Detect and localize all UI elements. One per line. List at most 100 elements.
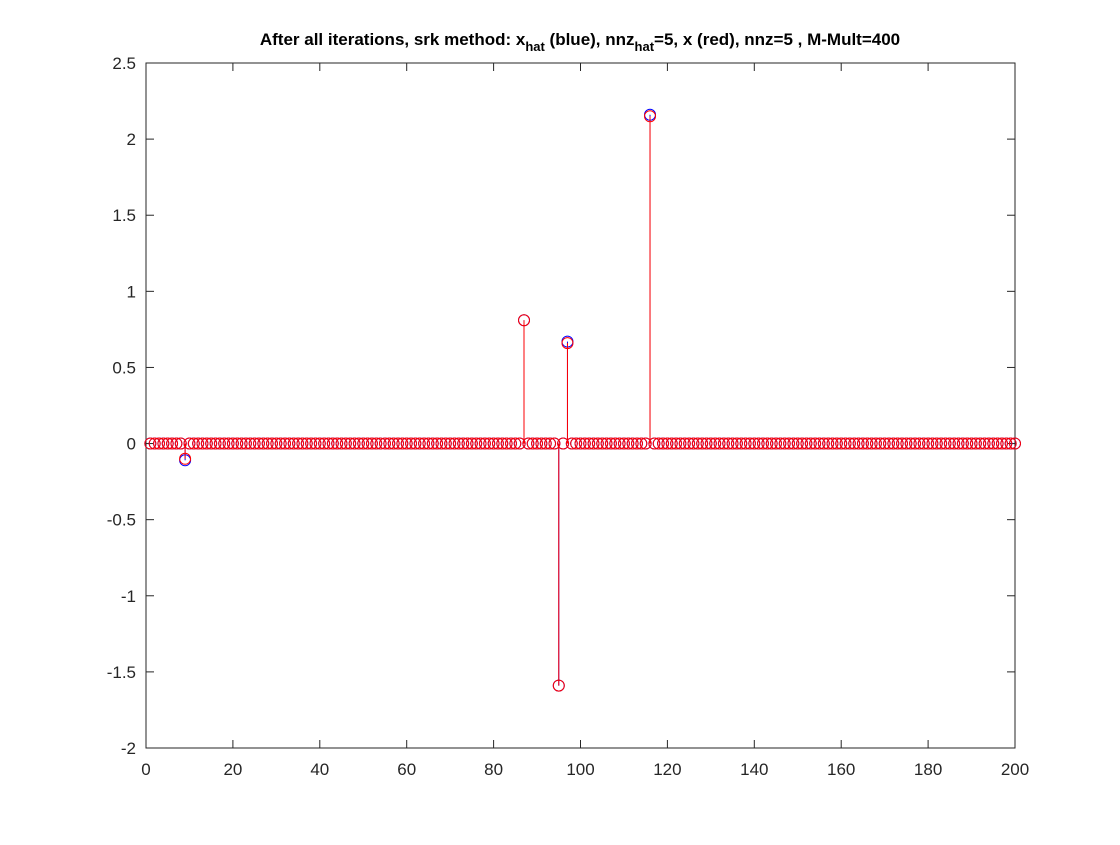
stem-marker-x xyxy=(978,437,991,450)
stem-marker-x xyxy=(266,437,279,450)
stem-marker-x xyxy=(352,437,365,450)
stem-marker-x xyxy=(383,437,396,450)
stem-marker-x xyxy=(235,437,248,450)
stem-marker-x xyxy=(696,437,709,450)
stem-marker-x xyxy=(774,437,787,450)
stem-marker-x xyxy=(861,437,874,450)
stem-marker-x xyxy=(600,437,613,450)
stem-marker-x xyxy=(952,437,965,450)
stem-marker-x xyxy=(287,437,300,450)
stem-marker-x xyxy=(518,314,531,327)
stem-marker-x xyxy=(574,437,587,450)
stem-marker-x xyxy=(687,437,700,450)
stem-marker-x xyxy=(943,437,956,450)
stem-marker-x xyxy=(422,437,435,450)
stem-marker-x xyxy=(339,437,352,450)
stem-marker-x xyxy=(170,437,183,450)
stem-marker-x xyxy=(157,437,170,450)
stem-marker-x xyxy=(205,437,218,450)
stem-marker-x xyxy=(470,437,483,450)
x-tick-label: 0 xyxy=(141,760,150,779)
stem-marker-x xyxy=(856,437,869,450)
stem-marker-x xyxy=(513,437,526,450)
stem-marker-x xyxy=(691,437,704,450)
stem-marker-x xyxy=(852,437,865,450)
stem-marker-x xyxy=(900,437,913,450)
stem-marker-x xyxy=(357,437,370,450)
stem-marker-x xyxy=(522,437,535,450)
chart-title: After all iterations, srk method: xhat (… xyxy=(260,30,900,54)
stem-marker-x xyxy=(192,437,205,450)
stem-marker-x xyxy=(409,437,422,450)
stem-marker-x xyxy=(935,437,948,450)
stem-marker-x xyxy=(500,437,513,450)
stem-marker-x xyxy=(843,437,856,450)
stem-marker-x xyxy=(300,437,313,450)
stem-marker-x xyxy=(348,437,361,450)
stem-marker-x xyxy=(222,437,235,450)
stem-marker-x xyxy=(748,437,761,450)
stem-marker-x xyxy=(865,437,878,450)
stem-marker-x xyxy=(578,437,591,450)
stem-marker-x xyxy=(630,437,643,450)
stem-marker-x xyxy=(613,437,626,450)
stem-marker-x xyxy=(739,437,752,450)
stem-marker-x xyxy=(743,437,756,450)
stem-marker-x xyxy=(813,437,826,450)
stem-marker-x xyxy=(313,437,326,450)
stem-marker-x xyxy=(535,437,548,450)
stem-marker-x xyxy=(1000,437,1013,450)
stem-marker-x xyxy=(274,437,287,450)
stem-marker-x xyxy=(713,437,726,450)
plot-area: 0 20 40 60 80 100 120 140 160 180 200-2-1.5-1-0.50… xyxy=(107,54,1029,779)
y-tick-label: 1.5 xyxy=(112,206,136,225)
stem-marker-x xyxy=(166,437,179,450)
stem-marker-x xyxy=(987,437,1000,450)
stem-marker-x xyxy=(326,437,339,450)
stem-marker-x xyxy=(709,437,722,450)
stem-marker-x xyxy=(161,437,174,450)
stem-marker-x xyxy=(296,437,309,450)
stem-marker-x xyxy=(196,437,209,450)
stem-marker-x xyxy=(848,437,861,450)
stem-marker-x xyxy=(331,437,344,450)
stem-marker-x xyxy=(930,437,943,450)
stem-marker-x xyxy=(969,437,982,450)
stem-marker-x xyxy=(496,437,509,450)
stem-marker-x xyxy=(292,437,305,450)
stem-marker-x xyxy=(465,437,478,450)
stem-marker-x xyxy=(474,437,487,450)
stem-marker-x xyxy=(965,437,978,450)
stem-marker-x xyxy=(257,437,270,450)
stem-marker-x xyxy=(387,437,400,450)
stem-marker-x xyxy=(322,437,335,450)
stem-marker-x xyxy=(444,437,457,450)
stem-marker-x xyxy=(378,437,391,450)
stem-marker-x xyxy=(730,437,743,450)
stem-marker-x xyxy=(487,437,500,450)
stem-marker-x xyxy=(587,437,600,450)
stem-marker-x xyxy=(817,437,830,450)
stem-marker-x xyxy=(765,437,778,450)
x-tick-label: 160 xyxy=(827,760,855,779)
x-tick-label: 140 xyxy=(740,760,768,779)
stem-marker-x xyxy=(761,437,774,450)
stem-marker-x xyxy=(226,437,239,450)
stem-marker-x xyxy=(361,437,374,450)
stem-marker-x xyxy=(1004,437,1017,450)
stem-marker-x xyxy=(770,437,783,450)
stem-marker-x xyxy=(200,437,213,450)
stem-marker-x xyxy=(418,437,431,450)
stem-marker-x xyxy=(822,437,835,450)
stem-marker-x xyxy=(218,437,231,450)
stem-marker-x xyxy=(717,437,730,450)
stem-marker-x xyxy=(396,437,409,450)
stem-marker-x xyxy=(478,437,491,450)
stem-marker-x xyxy=(644,110,657,123)
y-tick-label: 0.5 xyxy=(112,358,136,377)
stem-marker-x xyxy=(800,437,813,450)
stem-marker-x xyxy=(778,437,791,450)
stem-marker-x xyxy=(735,437,748,450)
stem-marker-x xyxy=(956,437,969,450)
x-tick-label: 180 xyxy=(914,760,942,779)
